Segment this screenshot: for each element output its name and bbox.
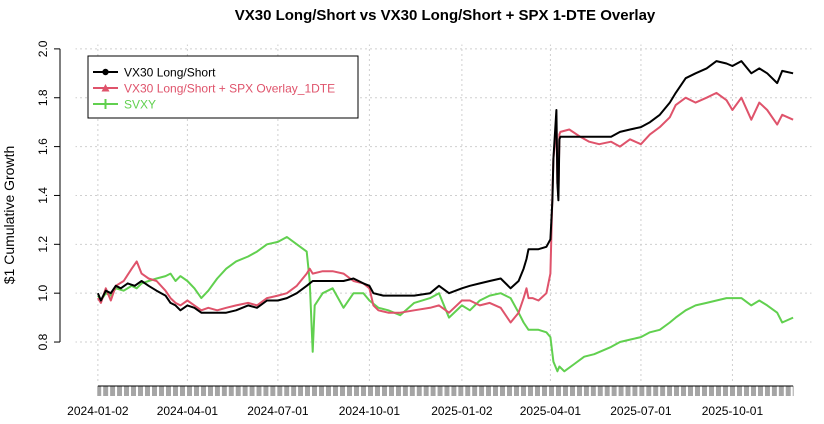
y-axis-label: $1 Cumulative Growth bbox=[1, 146, 17, 285]
y-tick-label: 1.0 bbox=[36, 285, 50, 302]
y-tick-label: 1.2 bbox=[36, 236, 50, 253]
x-tick-label: 2024-10-01 bbox=[339, 404, 401, 418]
legend: VX30 Long/Short VX30 Long/Short + SPX Ove… bbox=[87, 55, 359, 119]
series-lines bbox=[96, 60, 794, 373]
x-tick-label: 2024-07-01 bbox=[247, 404, 309, 418]
y-tick-label: 1.6 bbox=[36, 138, 50, 155]
y-tick-label: 0.8 bbox=[36, 333, 50, 350]
x-tick-label: 2025-04-01 bbox=[520, 404, 582, 418]
y-tick-label: 2.0 bbox=[36, 40, 50, 57]
x-tick-label: 2025-07-01 bbox=[610, 404, 672, 418]
x-axis: 2024-01-02 2024-04-01 2024-07-01 2024-10-01… bbox=[67, 385, 794, 418]
x-tick-label: 2025-01-02 bbox=[431, 404, 493, 418]
y-axis: 0.8 1.0 1.2 1.4 1.6 1.8 2.0 bbox=[36, 40, 61, 350]
series-line bbox=[97, 91, 794, 324]
legend-box bbox=[87, 55, 359, 119]
x-tick-label: 2025-10-01 bbox=[702, 404, 764, 418]
legend-entry: SVXY bbox=[124, 98, 156, 112]
x-tick-label: 2024-01-02 bbox=[67, 404, 129, 418]
series-line bbox=[96, 60, 794, 314]
x-tick-label: 2024-04-01 bbox=[157, 404, 219, 418]
legend-marker bbox=[102, 68, 109, 76]
chart-title: VX30 Long/Short vs VX30 Long/Short + SPX… bbox=[235, 7, 656, 24]
legend-entry: VX30 Long/Short + SPX Overlay_1DTE bbox=[124, 82, 335, 96]
series-line bbox=[97, 236, 794, 373]
legend-marker bbox=[101, 84, 110, 92]
y-tick-label: 1.8 bbox=[36, 89, 50, 106]
y-tick-label: 1.4 bbox=[36, 187, 50, 204]
legend-entry: VX30 Long/Short bbox=[124, 66, 216, 80]
